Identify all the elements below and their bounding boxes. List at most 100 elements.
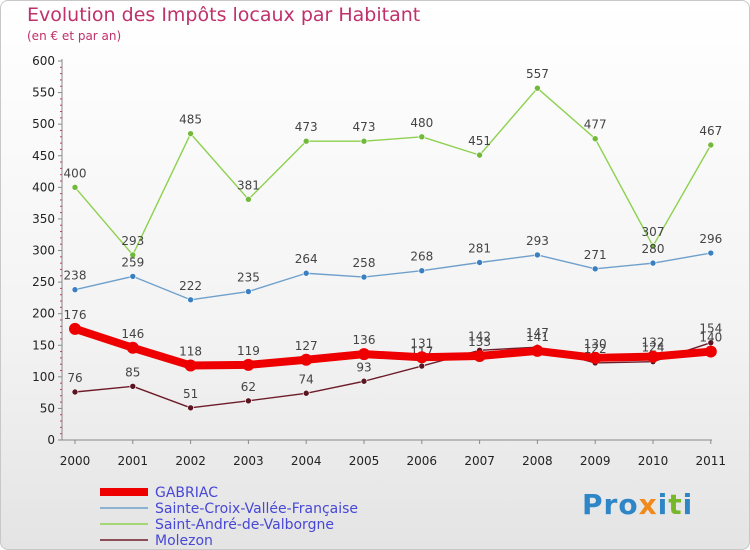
y-tick-label: 0 [47, 433, 55, 447]
x-tick-label: 2002 [175, 454, 206, 468]
data-label: 281 [468, 242, 491, 256]
data-point [360, 377, 368, 385]
y-tick-label: 250 [32, 275, 55, 289]
data-label: 293 [526, 234, 549, 248]
data-label: 477 [584, 118, 607, 132]
data-point [358, 348, 370, 361]
data-label: 296 [699, 232, 722, 246]
x-tick-label: 2010 [638, 454, 669, 468]
data-point [473, 349, 486, 362]
x-tick-label: 2001 [118, 454, 149, 468]
x-tick-label: 2008 [522, 454, 553, 468]
data-label: 451 [468, 134, 491, 148]
data-label: 381 [237, 178, 260, 192]
data-label: 473 [295, 120, 318, 134]
data-point [649, 259, 657, 267]
data-label: 235 [237, 271, 260, 285]
data-label: 557 [526, 67, 549, 81]
data-point [302, 389, 310, 397]
data-point [704, 345, 717, 358]
data-point [649, 242, 657, 250]
legend-label: Sainte-Croix-Vallée-Française [155, 501, 358, 517]
series-line [71, 324, 715, 370]
x-tick-label: 2011 [696, 454, 727, 468]
data-point [707, 249, 715, 257]
data-point [360, 137, 368, 145]
data-point [418, 267, 426, 275]
data-label: 222 [179, 279, 202, 293]
data-point [71, 184, 79, 191]
y-tick-label: 200 [32, 307, 55, 321]
data-label: 400 [64, 166, 87, 180]
data-point [476, 151, 483, 159]
chart-subtitle: (en € et par an) [27, 29, 122, 43]
data-label: 264 [295, 252, 318, 266]
data-label: 485 [179, 113, 202, 127]
data-point [302, 269, 310, 277]
data-point [245, 288, 252, 295]
y-tick-label: 450 [32, 149, 55, 163]
data-point [534, 251, 541, 259]
data-point [129, 273, 137, 280]
data-point [245, 397, 252, 405]
data-point [360, 273, 368, 281]
data-label: 93 [356, 360, 371, 374]
data-label: 76 [67, 371, 82, 385]
data-label: 74 [299, 372, 314, 386]
data-point [534, 84, 541, 92]
data-point [187, 296, 194, 304]
proxiti-logo: Proxiti [582, 488, 694, 521]
data-point [126, 341, 139, 354]
data-label: 124 [642, 341, 665, 355]
data-label: 122 [584, 342, 607, 356]
data-point [129, 383, 137, 390]
data-point [300, 353, 313, 366]
data-label: 142 [468, 329, 491, 343]
data-point [187, 130, 194, 137]
data-point [647, 350, 659, 363]
y-tick-label: 600 [32, 54, 55, 68]
data-point [476, 259, 483, 266]
x-tick-label: 2006 [407, 454, 438, 468]
chart-title: Evolution des Impôts locaux par Habitant [27, 4, 421, 26]
y-tick-label: 150 [32, 338, 55, 352]
data-label: 258 [353, 256, 376, 270]
data-label: 473 [353, 120, 376, 134]
y-tick-label: 400 [32, 180, 55, 194]
data-label: 480 [410, 116, 433, 130]
data-label: 147 [526, 326, 549, 340]
data-label: 307 [642, 225, 665, 239]
data-label: 51 [183, 387, 198, 401]
data-label: 146 [121, 327, 144, 341]
data-point [242, 358, 255, 371]
data-point [129, 251, 137, 259]
y-tick-label: 350 [32, 212, 55, 226]
data-point [531, 344, 544, 357]
data-point [591, 135, 599, 142]
data-point [184, 359, 197, 372]
data-point [69, 322, 81, 335]
data-label: 293 [121, 234, 144, 248]
data-label: 133 [468, 335, 491, 349]
data-point [589, 351, 602, 364]
y-tick-label: 500 [32, 117, 55, 131]
data-label: 136 [353, 333, 376, 347]
data-label: 238 [64, 269, 87, 283]
x-tick-label: 2000 [60, 454, 91, 468]
data-label: 141 [526, 330, 549, 344]
data-label: 118 [179, 344, 202, 358]
x-tick-label: 2003 [233, 454, 264, 468]
legend-label: Saint-André-de-Valborgne [155, 517, 334, 533]
y-tick-label: 550 [32, 86, 55, 100]
x-tick-label: 2009 [580, 454, 611, 468]
data-label: 140 [699, 331, 722, 345]
x-tick-label: 2007 [464, 454, 495, 468]
data-point [187, 404, 194, 412]
data-point [418, 362, 426, 370]
data-label: 132 [642, 336, 665, 350]
data-label: 467 [699, 124, 722, 138]
data-point [591, 265, 599, 273]
legend-label: Molezon [155, 533, 213, 549]
